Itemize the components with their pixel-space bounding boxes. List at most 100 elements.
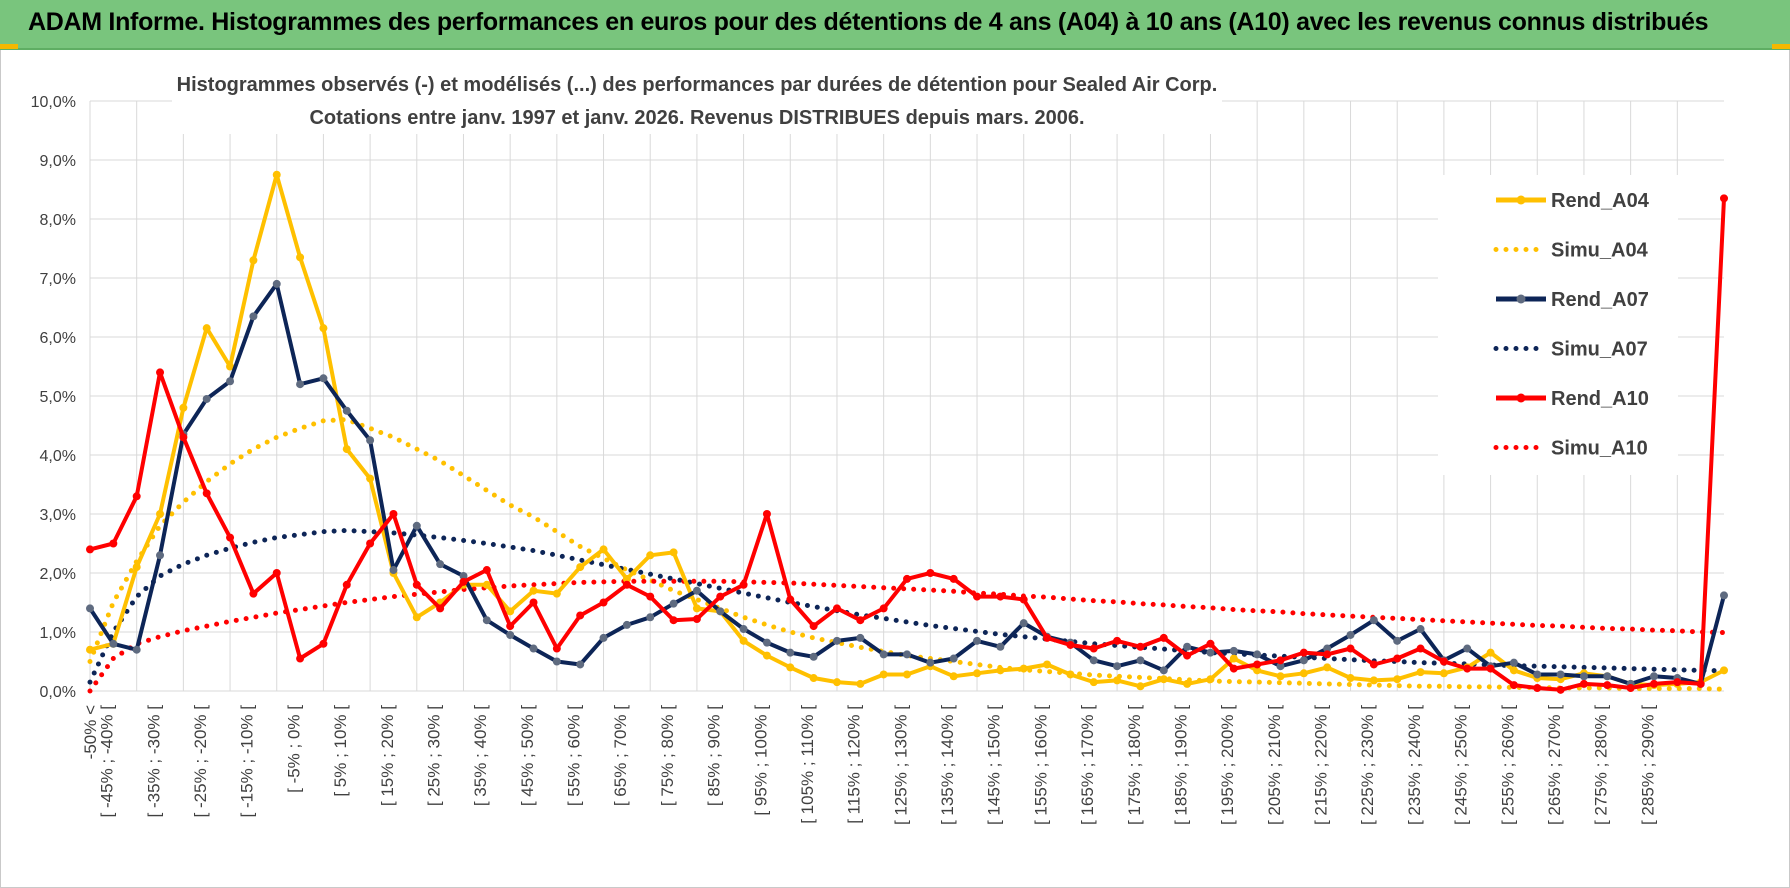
data-point-Rend_A10 [1533,684,1542,693]
x-tick-label: [ 275% ; 280% [ [1592,705,1611,825]
data-point-Rend_A10 [646,592,655,601]
data-point-Rend_A10 [1579,679,1588,688]
data-point-Rend_A10 [366,539,375,548]
data-point-Rend_A04 [506,607,515,616]
x-tick-label: [ 45% ; 50% [ [518,705,537,806]
data-point-Rend_A10 [156,368,165,377]
data-point-Rend_A10 [1299,648,1308,657]
data-point-Rend_A10 [179,433,188,442]
data-point-Rend_A04 [1253,666,1262,675]
data-point-Rend_A04 [1346,674,1355,683]
data-point-Rend_A10 [552,644,561,653]
data-point-Rend_A04 [762,651,771,660]
y-tick-label: 8,0% [40,212,76,229]
data-point-Rend_A04 [832,678,841,687]
data-point-Rend_A10 [1043,633,1052,642]
data-point-Rend_A04 [996,666,1005,675]
data-point-Rend_A04 [1113,676,1122,685]
legend-label: Rend_A10 [1551,388,1649,410]
x-tick-label: [ -25% ; -20% [ [191,705,210,818]
data-point-Rend_A04 [552,589,561,598]
data-point-Rend_A07 [739,625,748,634]
data-point-Rend_A04 [366,474,375,483]
data-point-Rend_A10 [1673,678,1682,687]
x-tick-label: [ 105% ; 110% [ [798,705,817,824]
data-point-Rend_A07 [366,436,375,445]
data-point-Rend_A10 [1136,642,1145,651]
data-point-Rend_A04 [692,604,701,613]
series-line-Simu_A07 [87,528,1727,685]
data-point-Rend_A07 [342,406,351,415]
x-tick-label: [ -45% ; -40% [ [98,705,117,818]
data-point-Rend_A04 [646,551,655,560]
data-point-Rend_A10 [856,616,865,625]
data-point-Rend_A07 [436,560,445,569]
data-point-Rend_A10 [903,574,911,583]
y-tick-label: 10,0% [31,94,76,111]
data-point-Rend_A04 [1486,648,1495,657]
data-point-Rend_A10 [1089,644,1098,653]
data-point-Rend_A04 [786,663,795,672]
data-point-Rend_A04 [249,256,258,265]
data-point-Rend_A07 [1323,644,1332,653]
data-point-Rend_A10 [1323,650,1332,659]
data-point-Rend_A07 [669,599,678,608]
y-tick-label: 0,0% [40,684,76,701]
data-point-Rend_A04 [1136,682,1145,691]
data-point-Rend_A07 [1159,666,1168,675]
data-point-Rend_A04 [576,563,585,572]
data-point-Rend_A04 [1159,675,1168,684]
data-point-Rend_A04 [529,586,538,595]
data-point-Rend_A07 [109,639,118,648]
data-point-Rend_A10 [1486,664,1495,673]
data-point-Rend_A04 [319,324,328,333]
x-tick-label: [ 155% ; 160% [ [1031,705,1050,825]
x-tick-label: [ 235% ; 240% [ [1405,705,1424,825]
data-point-Rend_A07 [1229,646,1238,655]
data-point-Rend_A07 [1649,672,1658,681]
legend-item-Rend_A07: Rend_A07 [1496,289,1649,311]
data-point-Rend_A07 [832,636,841,645]
data-point-Rend_A10 [832,604,841,613]
data-point-Rend_A10 [226,533,235,542]
data-point-Rend_A07 [529,644,538,653]
x-tick-label: [ 75% ; 80% [ [658,705,677,806]
data-point-Rend_A04 [1183,679,1192,688]
data-point-Rend_A10 [1253,660,1262,669]
data-point-Rend_A10 [529,598,538,607]
data-point-Rend_A10 [482,566,491,575]
data-point-Rend_A10 [459,577,468,586]
banner-title: ADAM Informe. Histogrammes des performan… [28,8,1709,36]
legend-background [1438,175,1678,475]
data-point-Rend_A10 [342,580,351,589]
data-point-Rend_A10 [973,592,982,601]
data-point-Rend_A10 [1439,657,1448,666]
series-layer [86,170,1728,694]
data-point-Rend_A10 [576,611,585,620]
data-point-Rend_A04 [669,548,678,557]
data-point-Rend_A10 [1463,664,1472,673]
data-point-Rend_A04 [342,445,351,454]
data-point-Rend_A10 [272,569,281,577]
chart-title-line2: Cotations entre janv. 1997 et janv. 2026… [309,107,1084,129]
y-tick-label: 3,0% [40,507,76,524]
legend-item-Simu_A04: Simu_A04 [1493,240,1649,262]
data-point-Rend_A10 [1346,644,1355,653]
data-point-Rend_A10 [412,580,421,589]
data-point-Rend_A07 [1113,662,1122,671]
data-point-Rend_A10 [1019,595,1028,604]
data-point-Rend_A10 [786,595,795,604]
data-point-Rend_A07 [459,571,468,580]
data-point-Rend_A07 [1509,658,1518,667]
legend-marker [1516,195,1526,205]
x-tick-label: [ -35% ; -30% [ [144,705,163,818]
data-point-Rend_A04 [1369,676,1378,685]
data-point-Rend_A04 [1229,654,1238,663]
data-point-Rend_A10 [506,622,515,631]
data-point-Rend_A07 [1183,642,1192,651]
data-point-Rend_A10 [669,616,678,625]
data-point-Rend_A10 [319,639,328,648]
data-point-Rend_A10 [1626,684,1635,693]
data-point-Rend_A04 [296,253,305,262]
